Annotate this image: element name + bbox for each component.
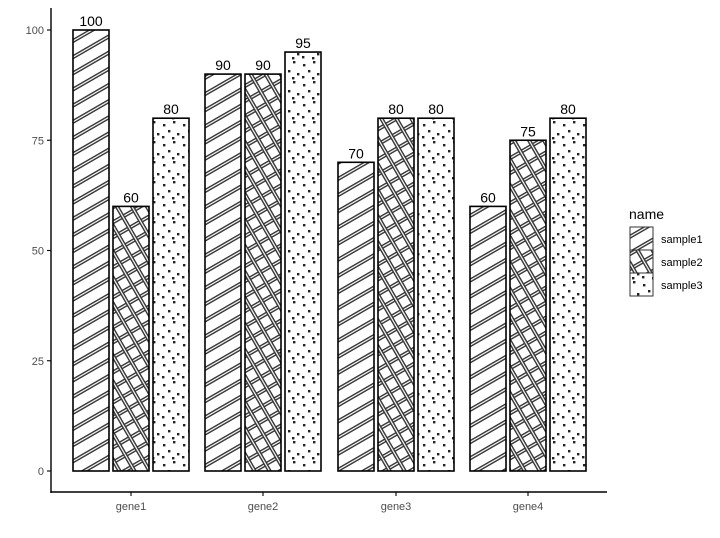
bar-gene1-sample2 (112, 205, 150, 472)
bar-value-label: 75 (520, 123, 536, 139)
bar-value-label: 60 (480, 189, 496, 205)
y-tick-label: 75 (32, 135, 44, 147)
bar-value-label: 80 (388, 101, 404, 117)
bar-gene3-sample1 (337, 161, 375, 472)
bar-value-label: 90 (215, 57, 231, 73)
legend-label: sample1 (661, 234, 703, 246)
bar-value-label: 80 (163, 101, 179, 117)
legend-title: name (629, 206, 664, 222)
bar-gene4-sample2 (509, 139, 547, 472)
legend-item-sample3: sample3 (629, 272, 703, 297)
y-axis: 0 25 50 75 100 (26, 8, 52, 493)
bar-value-label: 95 (295, 35, 311, 51)
x-tick-label: gene4 (513, 501, 544, 513)
y-tick-label: 0 (38, 466, 44, 478)
y-tick-label: 25 (32, 356, 44, 368)
legend: name sample1 sample2 sample3 (629, 206, 703, 297)
bar-gene4-sample3 (549, 117, 587, 472)
legend-label: sample3 (661, 280, 703, 292)
bar-value-label: 100 (79, 13, 103, 29)
bar-value-labels: 100 60 80 90 90 95 70 80 80 60 75 80 (79, 13, 576, 205)
bar-gene1-sample3 (152, 117, 190, 472)
bar-value-label: 80 (428, 101, 444, 117)
bar-value-label: 90 (255, 57, 271, 73)
bar-gene3-sample3 (417, 117, 455, 472)
bar-value-label: 70 (348, 145, 364, 161)
bar-gene2-sample2 (244, 73, 282, 472)
x-tick-label: gene1 (116, 501, 147, 513)
x-axis: gene1 gene2 gene3 gene4 (50, 491, 607, 513)
bar-gene3-sample2 (377, 117, 415, 472)
y-tick-label: 100 (26, 25, 44, 37)
legend-label: sample2 (661, 257, 703, 269)
bars-layer (72, 29, 587, 472)
bar-gene2-sample3 (284, 51, 322, 472)
bar-gene1-sample1 (72, 29, 110, 472)
bar-value-label: 80 (560, 101, 576, 117)
y-tick-label: 50 (32, 246, 44, 258)
x-tick-label: gene3 (381, 501, 412, 513)
bar-value-label: 60 (123, 189, 139, 205)
legend-item-sample2: sample2 (629, 249, 703, 274)
bar-gene4-sample1 (469, 205, 507, 472)
legend-item-sample1: sample1 (629, 226, 703, 251)
x-tick-label: gene2 (248, 501, 279, 513)
bar-gene2-sample1 (204, 73, 242, 472)
